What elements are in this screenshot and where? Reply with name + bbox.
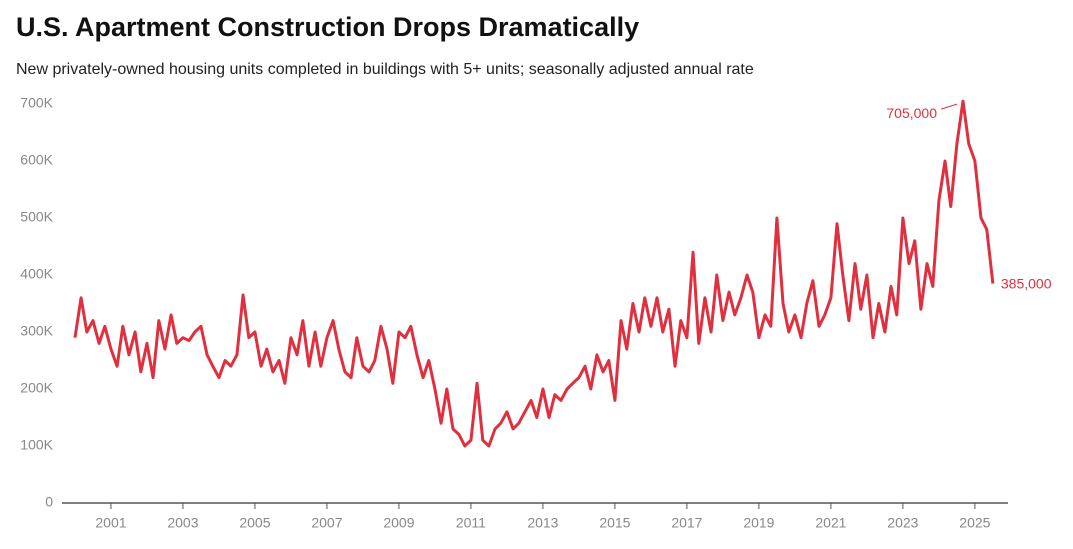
chart-title: U.S. Apartment Construction Drops Dramat…	[16, 12, 639, 42]
x-tick-label: 2025	[959, 515, 990, 531]
y-tick-label: 300K	[20, 323, 53, 339]
x-tick-label: 2023	[887, 515, 918, 531]
x-tick-label: 2003	[167, 515, 198, 531]
y-tick-label: 400K	[20, 266, 53, 282]
y-tick-label: 500K	[20, 209, 53, 225]
y-tick-label: 0	[45, 494, 53, 510]
data-line	[73, 99, 995, 448]
x-tick-label: 2007	[311, 515, 342, 531]
x-tick-label: 2021	[815, 515, 846, 531]
y-tick-label: 600K	[20, 152, 53, 168]
x-tick-label: 2009	[383, 515, 414, 531]
x-tick-label: 2017	[671, 515, 702, 531]
value-label: 385,000	[1001, 275, 1052, 291]
x-tick-label: 2011	[456, 515, 486, 531]
value-label: 705,000	[886, 105, 937, 121]
x-tick-label: 2019	[743, 515, 774, 531]
x-tick-label: 2013	[527, 515, 558, 531]
label-leader	[940, 103, 958, 110]
x-tick-label: 2001	[95, 515, 126, 531]
chart-subtitle: New privately-owned housing units comple…	[16, 61, 754, 78]
x-tick-label: 2005	[239, 515, 270, 531]
y-tick-label: 100K	[20, 437, 53, 453]
y-tick-label: 700K	[20, 95, 53, 111]
y-tick-label: 200K	[20, 380, 53, 396]
x-tick-label: 2015	[599, 515, 630, 531]
